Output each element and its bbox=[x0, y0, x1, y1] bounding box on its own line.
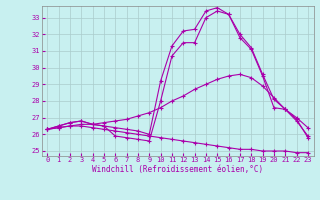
X-axis label: Windchill (Refroidissement éolien,°C): Windchill (Refroidissement éolien,°C) bbox=[92, 165, 263, 174]
